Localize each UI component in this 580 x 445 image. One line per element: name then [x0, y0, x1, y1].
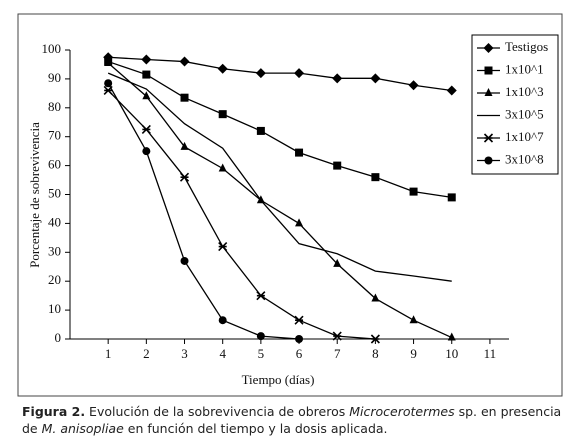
legend-label: 3x10^5 [505, 106, 544, 121]
point [332, 73, 343, 84]
point [408, 80, 419, 91]
x-tick-label: 7 [334, 346, 341, 361]
point [142, 147, 151, 156]
legend-marker [484, 156, 493, 165]
x-tick-label: 6 [296, 346, 303, 361]
legend-marker [483, 43, 494, 53]
point [180, 93, 189, 102]
point [371, 293, 380, 302]
y-tick-label: 30 [48, 243, 61, 258]
chart-frame [17, 13, 563, 397]
point [447, 332, 456, 341]
legend-label: 3x10^8 [505, 151, 544, 166]
y-axis-label: Porcentaje de sobrevivencia [27, 122, 42, 268]
y-tick-label: 20 [48, 272, 61, 287]
legend-label: 1x10^3 [505, 84, 544, 99]
x-tick-label: 8 [372, 346, 379, 361]
x-tick-label: 4 [219, 346, 226, 361]
point [218, 110, 227, 119]
point [141, 124, 151, 135]
x-tick-label: 3 [181, 346, 188, 361]
point [217, 63, 228, 74]
point [256, 126, 265, 135]
y-tick-label: 70 [48, 128, 61, 143]
x-tick-label: 2 [143, 346, 150, 361]
chart: Tiempo (días) Porcentaje de sobrevivenci… [17, 13, 563, 397]
legend-marker [484, 88, 493, 96]
legend-box [471, 34, 559, 175]
point [370, 73, 381, 84]
x-tick-label: 9 [410, 346, 417, 361]
y-tick-label: 0 [55, 330, 62, 345]
series-line [107, 72, 452, 282]
point [295, 218, 304, 227]
point [179, 56, 190, 67]
y-tick-label: 80 [48, 99, 61, 114]
legend-marker [483, 133, 494, 143]
point [180, 256, 189, 265]
point [104, 58, 113, 67]
point [255, 68, 266, 79]
caption-text: sp. en presencia de [22, 404, 562, 436]
y-tick-label: 60 [48, 157, 61, 172]
point [447, 193, 456, 202]
point [256, 291, 266, 301]
point [256, 332, 265, 341]
series-line [107, 90, 376, 340]
point [218, 163, 227, 172]
point [141, 54, 152, 65]
caption-text: en función del tiempo y la dosis aplicad… [123, 421, 388, 436]
y-tick-label: 50 [48, 185, 61, 200]
y-tick-label: 90 [48, 70, 61, 85]
caption: Figura 2. Evolución de la sobrevivencia … [22, 403, 567, 437]
point [446, 85, 457, 96]
x-tick-label: 1 [105, 346, 112, 361]
point [142, 91, 151, 100]
x-tick-label: 5 [258, 346, 265, 361]
x-axis-label: Tiempo (días) [242, 372, 315, 387]
point [371, 173, 380, 182]
legend-marker [484, 66, 493, 75]
point [142, 70, 151, 79]
point [180, 141, 189, 150]
caption-label: Figura 2. [22, 404, 86, 419]
x-tick-label: 11 [484, 346, 497, 361]
y-tick-label: 40 [48, 214, 61, 229]
point [409, 315, 418, 324]
series-line [107, 60, 452, 199]
point [295, 148, 304, 157]
series-line [107, 62, 453, 339]
legend-label: Testigos [505, 39, 548, 54]
x-tick-label: 10 [445, 346, 458, 361]
y-tick-label: 100 [42, 41, 62, 56]
point [333, 258, 342, 267]
y-tick-label: 10 [48, 301, 61, 316]
point [218, 316, 227, 325]
caption-italic: Microcerotermes [349, 404, 455, 419]
point [370, 334, 380, 344]
point [179, 172, 190, 182]
caption-italic: M. anisopliae [41, 421, 124, 436]
legend-label: 1x10^1 [505, 61, 544, 76]
series-line [108, 56, 452, 92]
point [333, 161, 342, 170]
point [218, 241, 228, 252]
point [409, 187, 418, 196]
point [295, 335, 304, 343]
legend-label: 1x10^7 [505, 129, 544, 144]
point [332, 331, 342, 341]
caption-text: Evolución de la sobrevivencia de obreros [85, 404, 350, 419]
point [104, 79, 113, 88]
point [294, 68, 305, 79]
series-line [107, 82, 300, 340]
point [294, 315, 304, 325]
